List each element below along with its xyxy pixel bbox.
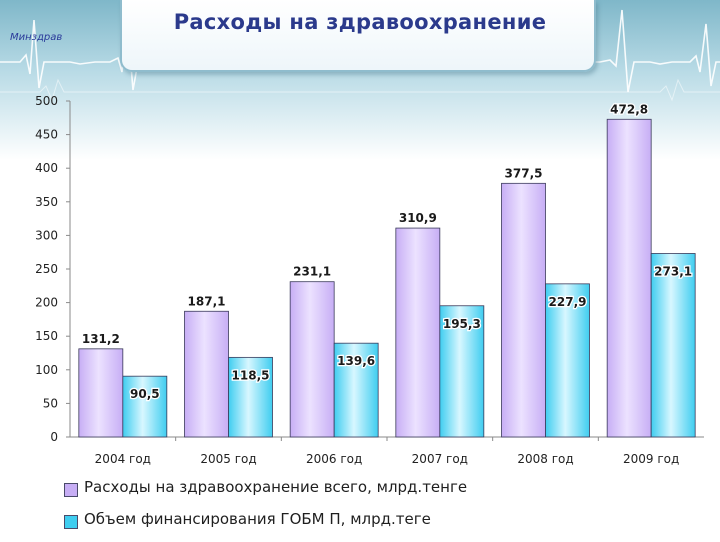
bar-series-1 [78, 348, 124, 438]
data-label-series-2: 118,5 [232, 368, 270, 382]
data-label-series-1: 231,1 [293, 265, 331, 279]
bar-series-1 [501, 182, 546, 438]
y-tick-label: 0 [50, 430, 58, 444]
legend-swatch-series-1 [64, 483, 78, 497]
bar-series-2 [122, 375, 168, 438]
x-tick-label: 2008 год [517, 452, 573, 466]
ministry-label: Минздрав [10, 32, 63, 43]
x-tick-label: 2006 год [306, 452, 362, 466]
y-tick-label: 250 [35, 262, 58, 276]
y-tick-label: 50 [43, 396, 58, 410]
bar-series-2 [333, 342, 379, 438]
data-label-series-1: 310,9 [399, 211, 437, 225]
chart-bars [78, 118, 696, 438]
y-tick-label: 200 [35, 296, 58, 310]
bar-series-2 [650, 253, 696, 438]
y-tick-label: 500 [35, 94, 58, 108]
data-label-series-1: 131,2 [82, 332, 120, 346]
legend-label-series-1: Расходы на здравоохранение всего, млрд.т… [84, 478, 468, 496]
y-tick-label: 100 [35, 363, 58, 377]
y-tick-label: 400 [35, 161, 58, 175]
x-tick-label: 2004 год [95, 452, 151, 466]
chart-data-labels: 131,2 90,5 187,1 118,5 231,1 139,6 310,9 195,3 3… [81, 101, 694, 402]
data-label-series-1: 472,8 [610, 102, 648, 116]
data-label-series-2: 139,6 [337, 354, 375, 368]
legend-swatch-series-2 [64, 515, 78, 529]
bar-series-1 [395, 227, 441, 438]
bar-series-1 [606, 118, 652, 438]
y-tick-label: 450 [35, 128, 58, 142]
bar-series-2 [545, 283, 590, 438]
x-tick-label: 2009 год [623, 452, 679, 466]
data-label-series-2: 227,9 [549, 295, 587, 309]
bar-series-2 [228, 356, 273, 438]
title-banner: Расходы на здравоохранение [120, 0, 596, 72]
x-tick-label: 2005 год [200, 452, 256, 466]
chart-axes: 0 50 100 150 200 250 300 350 400 450 500 2004 год 20… [35, 94, 704, 466]
bar-series-2 [439, 305, 485, 438]
data-label-series-2: 90,5 [130, 387, 160, 401]
data-label-series-1: 377,5 [505, 166, 543, 180]
bar-series-1 [184, 310, 229, 438]
legend-label-series-2: Объем финансирования ГОБМ П, млрд.теге [84, 510, 431, 528]
data-label-series-1: 187,1 [188, 294, 226, 308]
bar-series-1 [289, 281, 335, 438]
page-title: Расходы на здравоохранение [173, 10, 547, 34]
y-tick-label: 300 [35, 228, 58, 242]
x-tick-label: 2007 год [412, 452, 468, 466]
data-label-series-2: 273,1 [654, 264, 692, 278]
data-label-series-2: 195,3 [443, 317, 481, 331]
y-tick-label: 150 [35, 329, 58, 343]
y-tick-label: 350 [35, 195, 58, 209]
